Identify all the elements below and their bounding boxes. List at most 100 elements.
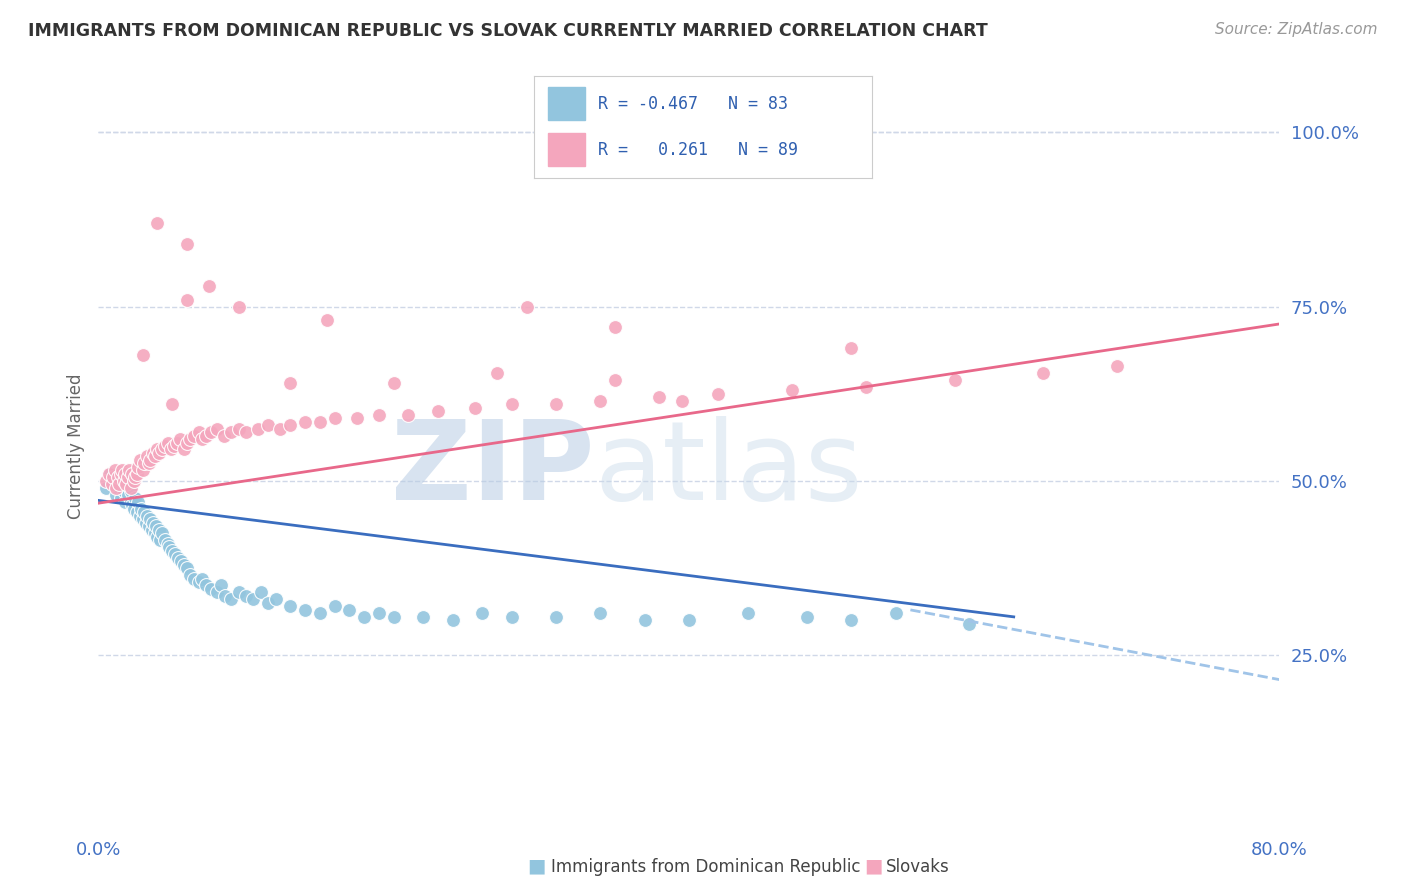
Point — [118, 474, 141, 488]
Point — [1032, 366, 1054, 380]
Point — [246, 421, 269, 435]
Point — [353, 610, 375, 624]
Point — [148, 523, 170, 537]
Point — [112, 474, 135, 488]
Point — [120, 495, 142, 509]
Point — [884, 607, 907, 621]
Point — [280, 376, 302, 391]
Point — [368, 607, 391, 621]
Point — [250, 585, 273, 599]
Point — [501, 610, 523, 624]
Text: ■: ■ — [865, 857, 883, 876]
Point — [264, 592, 287, 607]
Point — [139, 453, 162, 467]
Point — [103, 474, 125, 488]
Point — [132, 512, 155, 526]
Point — [242, 592, 264, 607]
Point — [1107, 359, 1129, 373]
Point — [127, 495, 149, 509]
Point — [796, 610, 818, 624]
Point — [205, 421, 228, 435]
Point — [139, 512, 162, 526]
Point — [605, 320, 627, 334]
Point — [200, 582, 222, 596]
Point — [142, 446, 165, 460]
Point — [427, 404, 450, 418]
Point — [176, 561, 198, 575]
Point — [132, 463, 155, 477]
Point — [382, 610, 405, 624]
Point — [107, 470, 129, 484]
Point — [191, 432, 214, 446]
Text: Slovaks: Slovaks — [886, 858, 949, 876]
Point — [176, 236, 198, 251]
Point — [737, 607, 759, 621]
Point — [157, 540, 180, 554]
Point — [153, 439, 176, 453]
Point — [114, 495, 136, 509]
Point — [146, 216, 169, 230]
Point — [134, 457, 156, 471]
Point — [183, 572, 205, 586]
Point — [117, 488, 139, 502]
Point — [173, 558, 195, 572]
Point — [104, 463, 127, 477]
Point — [173, 442, 195, 457]
Point — [103, 470, 125, 484]
Bar — [548, 87, 585, 120]
Point — [516, 300, 538, 314]
Point — [323, 599, 346, 614]
Point — [110, 477, 132, 491]
Point — [94, 481, 117, 495]
Point — [150, 526, 173, 541]
Point — [98, 467, 121, 481]
Point — [150, 442, 173, 457]
Point — [634, 613, 657, 627]
Point — [125, 467, 148, 481]
Point — [214, 589, 236, 603]
Point — [122, 474, 145, 488]
Point — [165, 547, 187, 561]
Point — [138, 457, 160, 471]
Point — [129, 501, 152, 516]
Text: R = -0.467   N = 83: R = -0.467 N = 83 — [599, 95, 789, 112]
Point — [118, 463, 141, 477]
Point — [339, 603, 361, 617]
Point — [959, 616, 981, 631]
Point — [146, 442, 169, 457]
Point — [589, 393, 612, 408]
Point — [156, 536, 179, 550]
Point — [309, 415, 332, 429]
Point — [141, 523, 163, 537]
Point — [128, 508, 150, 523]
Point — [841, 613, 863, 627]
Point — [191, 572, 214, 586]
Point — [153, 533, 176, 548]
Point — [235, 425, 257, 439]
Point — [156, 435, 179, 450]
Point — [195, 428, 218, 442]
Point — [441, 613, 464, 627]
Point — [382, 376, 405, 391]
Point — [176, 435, 198, 450]
Point — [316, 313, 339, 327]
Point — [368, 408, 391, 422]
Point — [782, 383, 804, 397]
Text: ZIP: ZIP — [391, 416, 595, 523]
Point — [114, 467, 136, 481]
Point — [122, 501, 145, 516]
Point — [228, 585, 250, 599]
Point — [187, 425, 209, 439]
Point — [167, 550, 190, 565]
Point — [398, 408, 420, 422]
Point — [117, 470, 139, 484]
Point — [142, 516, 165, 530]
Text: atlas: atlas — [595, 416, 863, 523]
Point — [200, 425, 222, 439]
Point — [100, 477, 122, 491]
Point — [166, 435, 188, 450]
Point — [115, 481, 138, 495]
Point — [134, 505, 156, 519]
Point — [221, 592, 243, 607]
Point — [176, 293, 198, 307]
